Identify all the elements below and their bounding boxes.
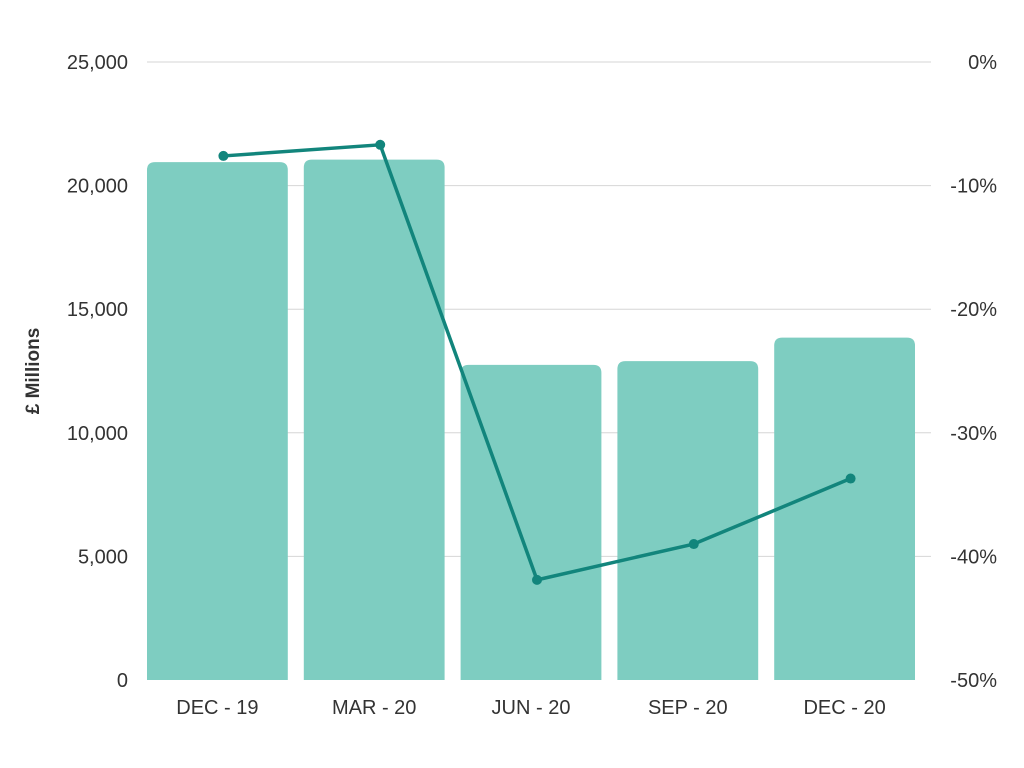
line-point	[532, 574, 542, 585]
y-axis-title: £ Millions	[23, 328, 44, 415]
y2-tick-label: -40%	[950, 546, 997, 568]
y2-tick-label: -20%	[950, 299, 997, 321]
y-tick-label: 0	[117, 670, 128, 692]
y-tick-label: 15,000	[67, 299, 128, 321]
x-tick-label: JUN - 20	[492, 697, 571, 719]
y2-tick-label: -30%	[950, 423, 997, 445]
y-tick-label: 10,000	[67, 423, 128, 445]
line-point	[375, 139, 386, 150]
line-point	[218, 150, 229, 161]
y-tick-label: 5,000	[78, 546, 128, 568]
line-series	[218, 139, 856, 585]
bar	[303, 159, 445, 681]
x-tick-label: DEC - 20	[803, 697, 885, 719]
y2-tick-label: 0%	[968, 52, 997, 74]
y2-tick-label: -10%	[950, 176, 997, 198]
bar	[617, 361, 759, 680]
bar	[147, 162, 288, 681]
bar	[774, 337, 915, 680]
y-tick-label: 20,000	[67, 176, 128, 198]
x-tick-label: DEC - 19	[176, 697, 258, 719]
bar-series	[147, 159, 915, 681]
y-tick-label: 25,000	[67, 52, 128, 74]
left-y-axis-ticks: 0 5,000 10,000 15,000 20,000 25,000	[67, 52, 128, 692]
right-y-axis-ticks: -50% -40% -30% -20% -10% 0%	[950, 52, 997, 692]
line-point	[845, 473, 856, 484]
x-tick-label: MAR - 20	[332, 697, 416, 719]
y2-tick-label: -50%	[950, 670, 997, 692]
x-axis-ticks: DEC - 19 MAR - 20 JUN - 20 SEP - 20 DEC - 20	[176, 697, 885, 719]
line-point	[688, 539, 699, 550]
bar	[460, 364, 602, 680]
x-tick-label: SEP - 20	[648, 697, 728, 719]
